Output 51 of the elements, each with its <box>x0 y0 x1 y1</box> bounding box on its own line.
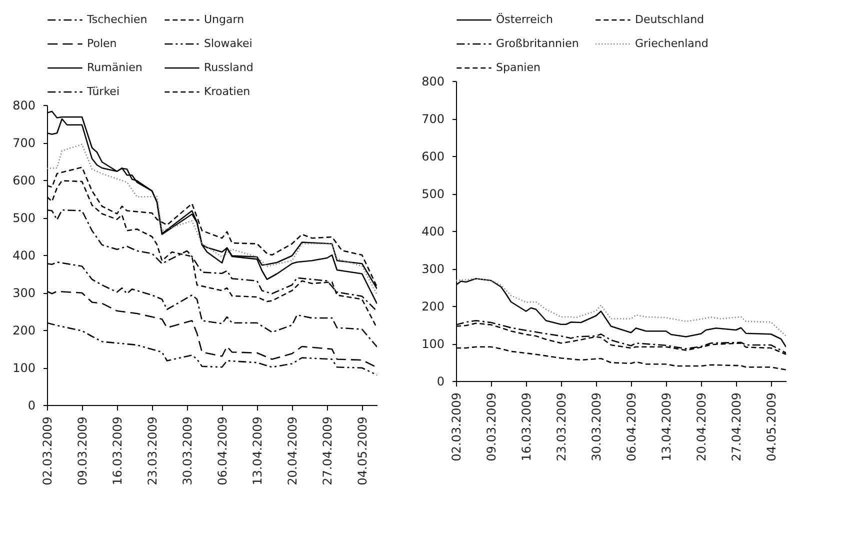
x-tick-label: 04.05.2009 <box>764 392 778 462</box>
y-tick-label: 200 <box>422 300 444 314</box>
x-tick-label: 13.04.2009 <box>660 392 674 462</box>
legend-label: Kroatien <box>204 85 250 98</box>
legend-label: Rumänien <box>87 61 142 74</box>
y-tick-label: 500 <box>12 211 36 225</box>
legend-label: Österreich <box>496 12 553 26</box>
y-tick-label: 700 <box>422 112 444 126</box>
x-tick-label: 16.03.2009 <box>110 416 124 486</box>
y-tick-label: 800 <box>422 74 444 88</box>
x-tick-label: 20.04.2009 <box>694 392 708 462</box>
y-tick-label: 600 <box>12 174 36 188</box>
y-tick-label: 500 <box>422 187 444 201</box>
legend-label: Russland <box>204 61 254 74</box>
legend-label: Slowakei <box>204 37 252 50</box>
y-tick-label: 800 <box>12 98 36 112</box>
y-tick-label: 300 <box>422 262 444 276</box>
y-tick-label: 100 <box>422 337 444 351</box>
y-tick-label: 0 <box>28 398 36 412</box>
y-tick-label: 400 <box>422 224 444 238</box>
y-tick-label: 0 <box>436 374 444 388</box>
legend-label: Tschechien <box>86 13 148 26</box>
y-tick-label: 700 <box>12 136 36 150</box>
x-tick-label: 06.04.2009 <box>216 416 230 486</box>
x-tick-label: 02.03.2009 <box>40 416 54 486</box>
x-tick-label: 06.04.2009 <box>624 392 638 462</box>
x-tick-label: 16.03.2009 <box>520 392 534 462</box>
y-tick-label: 100 <box>12 361 36 375</box>
y-tick-label: 200 <box>12 324 36 338</box>
y-tick-label: 400 <box>12 248 36 262</box>
x-tick-label: 13.04.2009 <box>250 416 264 486</box>
x-tick-label: 23.03.2009 <box>146 416 160 486</box>
x-tick-label: 27.04.2009 <box>730 392 744 462</box>
x-tick-label: 02.03.2009 <box>450 392 464 462</box>
x-tick-label: 27.04.2009 <box>320 416 334 486</box>
x-tick-label: 09.03.2009 <box>76 416 90 486</box>
legend-label: Deutschland <box>635 13 704 26</box>
x-tick-label: 30.03.2009 <box>590 392 604 462</box>
legend-label: Griechenland <box>635 37 708 50</box>
legend-label: Ungarn <box>204 13 244 26</box>
legend-label: Türkei <box>86 85 120 98</box>
x-tick-label: 30.03.2009 <box>180 416 194 486</box>
y-tick-label: 300 <box>12 286 36 300</box>
legend-label: Großbritannien <box>496 37 579 50</box>
legend-label: Spanien <box>496 61 540 74</box>
x-tick-label: 20.04.2009 <box>286 416 300 486</box>
y-tick-label: 600 <box>422 150 444 164</box>
x-tick-label: 23.03.2009 <box>554 392 568 462</box>
legend-label: Polen <box>87 37 117 50</box>
x-tick-label: 09.03.2009 <box>484 392 498 462</box>
x-tick-label: 04.05.2009 <box>356 416 370 486</box>
